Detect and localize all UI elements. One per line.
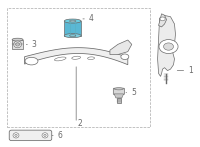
Ellipse shape [72,56,81,59]
Circle shape [164,43,173,50]
Ellipse shape [54,57,66,61]
FancyBboxPatch shape [12,40,23,49]
Text: 1: 1 [188,66,193,75]
Ellipse shape [15,134,17,137]
Ellipse shape [114,88,123,90]
FancyBboxPatch shape [113,88,124,95]
Ellipse shape [44,134,46,137]
Polygon shape [25,48,128,65]
Ellipse shape [88,57,95,60]
FancyBboxPatch shape [117,98,121,103]
Text: 3: 3 [32,40,37,49]
Text: 2: 2 [78,118,83,127]
Ellipse shape [121,54,129,60]
Text: 6: 6 [57,131,62,140]
Polygon shape [110,40,132,55]
Ellipse shape [64,34,81,38]
Text: 5: 5 [131,88,136,97]
Polygon shape [158,15,175,76]
Ellipse shape [12,38,23,41]
Polygon shape [114,94,124,98]
Ellipse shape [69,35,76,36]
Circle shape [159,40,178,54]
Text: 4: 4 [89,14,94,23]
Ellipse shape [64,19,81,23]
Ellipse shape [14,41,22,48]
Polygon shape [64,21,81,36]
Ellipse shape [13,133,19,138]
Ellipse shape [25,57,38,65]
Circle shape [160,17,165,21]
Polygon shape [159,14,167,27]
Ellipse shape [42,133,48,138]
Ellipse shape [69,20,76,22]
Ellipse shape [16,43,19,46]
FancyBboxPatch shape [9,130,52,141]
